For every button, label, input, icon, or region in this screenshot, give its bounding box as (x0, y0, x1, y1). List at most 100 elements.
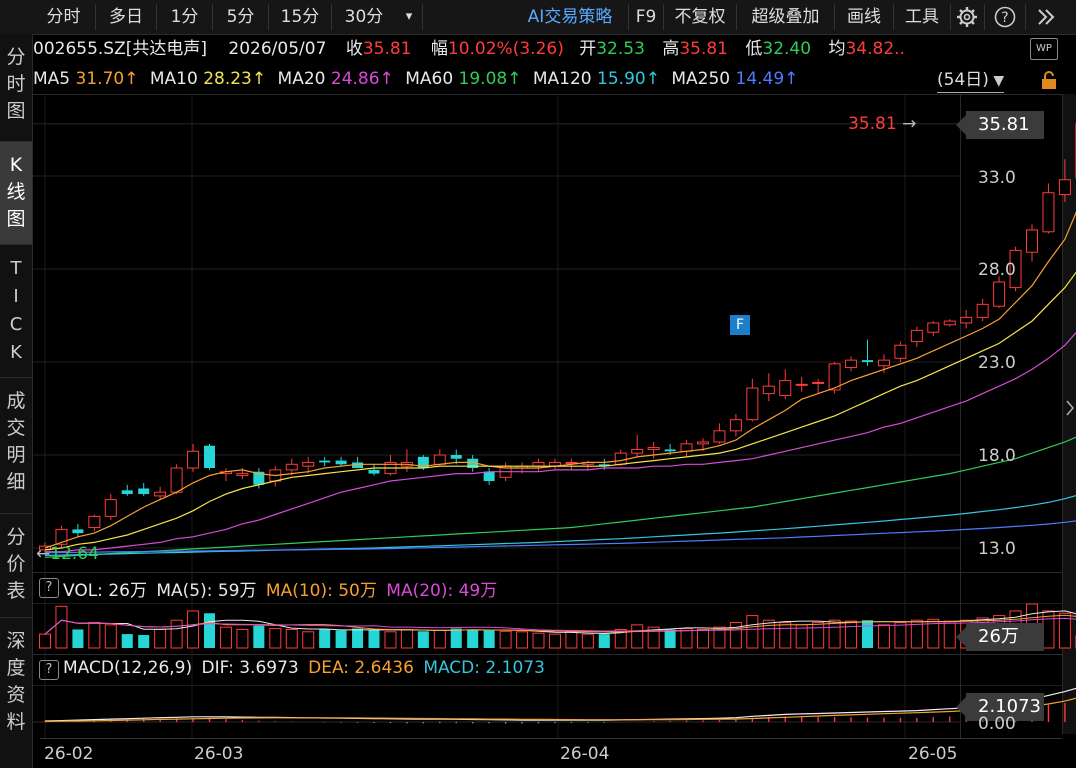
volume-bar (664, 629, 676, 648)
tools-button[interactable]: 工具 (894, 4, 951, 30)
volume-bar (204, 613, 215, 648)
sidebar-item-trade-details[interactable]: 成交明细 (0, 378, 32, 514)
candle-body (1009, 249, 1022, 289)
open-value: 32.53 (596, 39, 645, 59)
volume-bar (138, 635, 150, 648)
sidebar-item-intraday[interactable]: 分时图 (0, 34, 32, 142)
candle-body (483, 471, 495, 482)
tab-5min[interactable]: 5分 (213, 4, 269, 30)
volume-bar (269, 628, 282, 649)
adjust-button[interactable]: 不复权 (664, 4, 737, 30)
tab-15min[interactable]: 15分 (269, 4, 332, 30)
sidebar-char: 分 (6, 526, 26, 548)
x-tick-feb: 26-02 (44, 744, 94, 764)
period-selector[interactable]: (54日) ▼ (937, 68, 1005, 93)
gear-icon[interactable] (951, 4, 985, 30)
high-label: 高 (662, 39, 680, 59)
macd-title: MACD(12,26,9) DIF: 3.6973 DEA: 2.6436 MA… (63, 658, 545, 678)
ai-strategy-button[interactable]: AI交易策略 (512, 4, 629, 30)
right-collapse-tab[interactable] (1062, 94, 1076, 734)
volume-bar (187, 610, 200, 649)
candle-body (812, 381, 825, 384)
volume-bar (631, 624, 644, 649)
volume-bar (450, 628, 462, 648)
ma60-label: MA60 (405, 69, 454, 89)
tab-30min[interactable]: 30分 (344, 7, 384, 27)
tab-multi-day[interactable]: 多日 (96, 4, 157, 30)
ma-legend-bar: MA5 31.70↑ MA10 28.23↑ MA20 24.86↑ MA60 … (33, 65, 1076, 93)
lock-icon[interactable] (1040, 70, 1058, 90)
wp-badge[interactable]: WP (1030, 38, 1058, 60)
high-value: 35.81 (679, 39, 728, 59)
candle-body (943, 320, 956, 326)
ma120-value: 15.90↑ (597, 69, 660, 89)
ma5-label: MA5 (33, 69, 71, 89)
volume-bar (729, 622, 742, 649)
macd-dif-line (44, 687, 1076, 722)
volume-help-icon[interactable]: ? (39, 578, 59, 598)
change-value: 10.02%(3.26) (447, 39, 564, 59)
volume-bar (845, 620, 858, 649)
candle-body (993, 281, 1006, 307)
tab-intraday[interactable]: 分时 (32, 4, 96, 30)
candle-body (910, 329, 923, 343)
candle-body (647, 447, 660, 450)
volume-bar (812, 622, 825, 649)
tab-1min[interactable]: 1分 (157, 4, 213, 30)
candle-body (104, 499, 117, 517)
ma-line-ma5 (44, 211, 1076, 549)
sidebar-char: 度 (6, 657, 26, 679)
help-icon[interactable]: ? (985, 4, 1026, 30)
open-label: 开 (579, 39, 597, 59)
avg-value: 34.82.. (845, 39, 905, 59)
sidebar-item-depth-info[interactable]: 深度资料 (0, 618, 32, 768)
close-label: 收 (345, 39, 363, 59)
volume-panel-top-border (33, 572, 1062, 573)
candle-body (960, 316, 973, 324)
macd-help-icon[interactable]: ? (39, 660, 59, 680)
candle-body (121, 490, 133, 495)
macd-panel-top-border (33, 654, 1062, 655)
vol-ma10: MA(10): 50万 (265, 581, 377, 601)
sidebar-char: 交 (6, 417, 26, 439)
volume-bar (121, 634, 133, 648)
macd-title-border (33, 685, 1062, 686)
candle-body (746, 387, 759, 421)
f9-button[interactable]: F9 (629, 4, 664, 30)
super-overlay-button[interactable]: 超级叠加 (737, 4, 835, 30)
period-dropdown-icon[interactable]: ▾ (396, 4, 423, 30)
ma-line-ma60 (44, 436, 1076, 558)
volume-bar (713, 626, 726, 649)
volume-tag: 26万 (956, 623, 1044, 651)
draw-line-button[interactable]: 画线 (835, 4, 894, 30)
volume-bar (894, 622, 907, 649)
ma60-value: 19.08↑ (458, 69, 522, 89)
candle-body (88, 515, 101, 529)
volume-bar (647, 626, 660, 649)
volume-bar (236, 628, 249, 649)
volume-bar (433, 629, 446, 649)
candle-body (729, 419, 742, 432)
candle-body (614, 452, 627, 465)
event-marker-f[interactable]: F (730, 315, 750, 335)
volume-bar (302, 631, 315, 649)
sidebar-char: 资 (6, 684, 26, 706)
sidebar-item-price-table[interactable]: 分价表 (0, 514, 32, 618)
candle-body (368, 469, 380, 474)
volume-title-border (33, 603, 1062, 604)
x-tick-mar: 26-03 (194, 744, 244, 764)
volume-bar (614, 628, 627, 649)
volume-bar (943, 620, 956, 649)
change-label: 幅 (430, 39, 448, 59)
volume-bar (516, 631, 529, 649)
quote-date: 2026/05/07 (228, 39, 327, 59)
double-chevron-icon[interactable] (1026, 4, 1066, 30)
macd-tag: 2.1073 (956, 693, 1044, 721)
candle-body (598, 464, 610, 467)
sidebar-char: 明 (6, 444, 26, 466)
arrow-left-icon: ← (36, 544, 51, 564)
arrow-right-icon: → (896, 114, 917, 134)
